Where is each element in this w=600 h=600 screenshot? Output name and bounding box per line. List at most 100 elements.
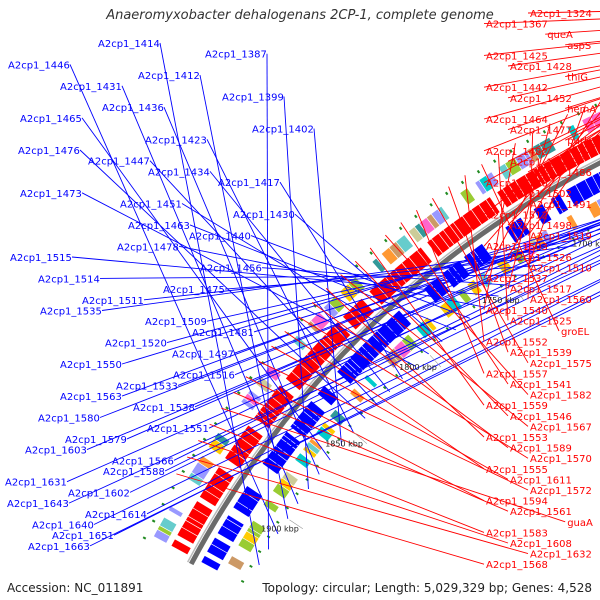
forward-gene <box>177 527 198 544</box>
cog-feature <box>159 517 177 533</box>
gene-label-forward: A2cp1_1537 <box>486 274 548 285</box>
callout-line-reverse <box>253 228 600 333</box>
cog-feature <box>214 432 230 447</box>
gene-label-reverse: A2cp1_1538 <box>133 403 195 414</box>
gene-label-forward: A2cp1_1568 <box>486 560 548 571</box>
forward-gene <box>215 467 234 483</box>
gene-label-reverse: A2cp1_1387 <box>205 50 267 61</box>
gene-label-reverse: A2cp1_1431 <box>60 82 122 93</box>
cog-feature <box>350 388 365 403</box>
cog-feature <box>423 317 437 332</box>
rna-tick <box>326 450 330 455</box>
cog-feature <box>394 341 411 359</box>
gene-label-forward: A2cp1_1611 <box>510 475 572 486</box>
gene-label-forward: A2cp1_1546 <box>510 412 572 423</box>
cog-feature <box>265 366 281 382</box>
gene-label-forward: A2cp1_1560 <box>530 295 592 306</box>
callout-line-forward <box>507 123 551 289</box>
gene-label-forward: A2cp1_1367 <box>486 20 548 31</box>
forward-gene <box>234 437 255 455</box>
forward-gene <box>188 508 209 525</box>
gene-label-reverse: A2cp1_1399 <box>222 93 284 104</box>
forward-gene <box>449 222 464 240</box>
reverse-gene <box>275 438 296 457</box>
rna-tick <box>337 437 341 441</box>
callout-line-forward <box>369 247 485 406</box>
rna-tick <box>240 579 245 583</box>
cog-feature <box>431 209 446 226</box>
rna-tick <box>285 506 290 510</box>
rna-tick <box>414 214 418 219</box>
callout-line-forward <box>176 473 485 565</box>
callout-line-reverse <box>66 246 600 483</box>
cog-feature <box>396 235 414 253</box>
forward-gene <box>257 410 274 425</box>
gene-label-reverse: A2cp1_1414 <box>98 39 160 50</box>
gene-label-reverse: A2cp1_1447 <box>88 157 150 168</box>
forward-gene <box>479 199 496 220</box>
forward-gene <box>199 489 220 507</box>
gene-label-forward: A2cp1_1583 <box>486 528 548 539</box>
reverse-gene <box>554 194 569 213</box>
rna-tick <box>444 191 449 196</box>
gene-label-reverse: A2cp1_1446 <box>8 60 70 71</box>
reverse-gene <box>575 179 594 201</box>
rna-tick <box>382 385 387 390</box>
gene-label-reverse: A2cp1_1412 <box>138 71 200 82</box>
cog-feature <box>498 163 512 180</box>
gene-labels: A2cp1_1414 A2cp1_1387 A2cp1_1446 A2cp1_1412… <box>5 9 596 571</box>
gene-label-forward: A2cp1_1582 <box>530 391 592 402</box>
callout-line-reverse <box>266 53 269 550</box>
callout-line-reverse <box>79 149 366 419</box>
rna-tick <box>492 159 497 164</box>
callout-line-forward <box>221 407 566 523</box>
callout-line-reverse <box>68 259 600 504</box>
gene-label-forward: A2cp1_1491 <box>530 200 592 211</box>
gene-label-forward: aspS <box>567 41 591 52</box>
cog-feature <box>419 217 435 235</box>
scale-tick-mark <box>429 355 442 368</box>
callout-line-reverse <box>234 224 600 376</box>
genome-backbone-highlight <box>187 157 600 563</box>
gene-label-reverse: A2cp1_1550 <box>60 360 122 371</box>
forward-gene <box>322 334 339 351</box>
gene-label-forward: A2cp1_1528 <box>486 179 548 190</box>
scale-tick-mark <box>289 519 304 529</box>
reverse-gene <box>297 411 317 429</box>
gene-label-reverse: A2cp1_1402 <box>252 125 314 136</box>
callout-line-reverse <box>208 238 600 429</box>
callout-line-reverse <box>159 42 260 566</box>
scale-tick-mark <box>354 433 368 444</box>
callout-line-forward <box>298 316 529 459</box>
rna-tick <box>276 520 280 524</box>
forward-gene <box>431 233 450 254</box>
reverse-gene <box>515 217 531 236</box>
gene-label-forward: A2cp1_1567 <box>530 422 592 433</box>
callout-line-reverse <box>86 232 600 451</box>
gene-label-forward: A2cp1_1498 <box>510 221 572 232</box>
gene-label-forward: A2cp1_1486 <box>530 168 592 179</box>
callout-line-forward <box>483 114 569 279</box>
gene-label-reverse: A2cp1_1509 <box>145 317 207 328</box>
gene-label-forward: guaA <box>567 518 593 529</box>
callout-line-reverse <box>194 228 600 408</box>
cog-feature <box>246 527 261 539</box>
rna-tick <box>142 536 147 540</box>
gene-label-forward: queA <box>547 30 573 41</box>
rna-tick <box>181 469 186 474</box>
gene-label-forward: A2cp1_1510 <box>530 263 592 274</box>
gene-label-forward: A2cp1_1499 <box>510 157 572 168</box>
gene-label-forward: A2cp1_1539 <box>510 348 572 359</box>
reverse-gene <box>550 197 563 215</box>
forward-gene <box>185 516 204 530</box>
rna-tick <box>460 180 465 185</box>
reverse-gene <box>207 544 227 561</box>
forward-gene <box>291 363 313 384</box>
reverse-gene <box>585 176 600 196</box>
genome-stats-text: Topology: circular; Length: 5,029,329 bp… <box>262 581 592 595</box>
callout-line-forward <box>400 222 509 385</box>
cog-feature <box>168 506 183 517</box>
gene-label-forward: A2cp1_1517 <box>510 285 572 296</box>
scale-tick-label: 1900 kbp <box>261 525 299 534</box>
callout-line-forward <box>527 105 586 268</box>
